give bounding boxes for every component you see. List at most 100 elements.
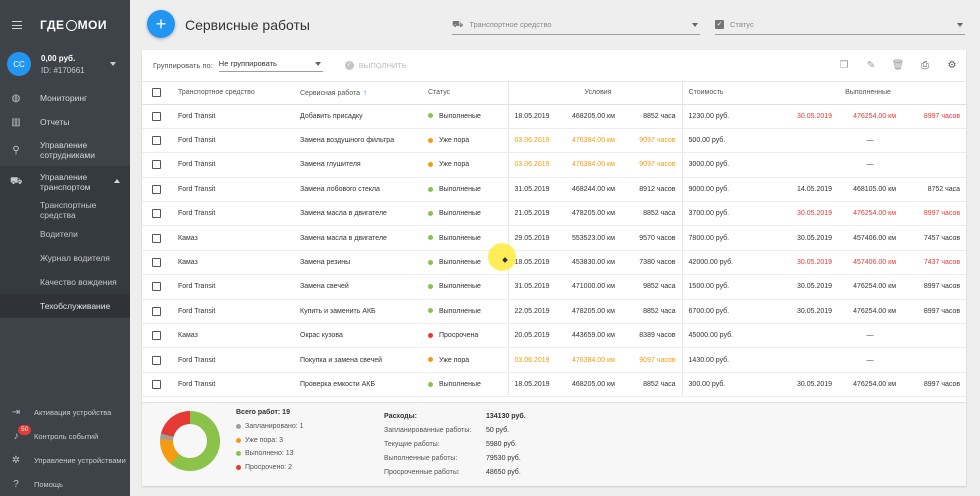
col-status[interactable]: Статус [422, 82, 508, 105]
cell-work: Покупка и замена свечей [294, 347, 422, 373]
execute-button[interactable]: ✓ ВЫПОЛНИТЬ [344, 61, 407, 70]
nav-item-activate-device[interactable]: ⇥ Активация устройства [0, 400, 130, 424]
subnav-item-driving-quality[interactable]: Качество вождения [0, 270, 130, 294]
notification-badge: 50 [18, 425, 32, 435]
sort-ascending-icon: ↑ [363, 88, 368, 98]
status-donut-chart [160, 411, 220, 471]
cell-cond-km: 468205.00 км [566, 104, 632, 129]
cell-cond-date: 03.06.2019 [507, 128, 566, 154]
cost-value: 79530 руб. [486, 454, 521, 462]
globe-icon [65, 19, 77, 31]
cell-done-date: 30.05.2019 [764, 274, 839, 300]
status-filter-select[interactable]: ✓ Статус [715, 15, 965, 35]
table-row[interactable]: Ford Transit Покупка и замена свечей Уже п… [142, 347, 966, 373]
table-row[interactable]: Ford Transit Замена масла в двигателе Выпо… [142, 201, 966, 227]
col-work[interactable]: Сервисная работа ↑ [294, 82, 422, 105]
table-row[interactable]: Ford Transit Замена воздушного фильтра Уже… [142, 128, 966, 154]
settings-icon[interactable]: ⚙ [947, 59, 957, 71]
subnav-item-driver-log[interactable]: Журнал водителя [0, 246, 130, 270]
chevron-up-icon [114, 179, 120, 183]
table-row[interactable]: Ford Transit Купить и заменить АКБ Выполне… [142, 299, 966, 325]
edit-icon[interactable]: ✎ [866, 59, 876, 71]
select-all-checkbox[interactable] [152, 88, 161, 98]
add-button[interactable]: + [147, 10, 175, 38]
execute-label: ВЫПОЛНИТЬ [358, 61, 407, 70]
row-checkbox[interactable] [152, 355, 161, 365]
cell-cond-km: 476384.00 км [566, 347, 632, 373]
table-row[interactable]: Камаз Замена резины Выполненые 18.05.2019 45… [142, 250, 966, 276]
nav-item-devices[interactable]: ✲ Управление устройствами [0, 448, 130, 472]
vehicle-filter-placeholder: Транспортное средство [469, 20, 552, 29]
row-checkbox[interactable] [152, 282, 161, 292]
table-row[interactable]: Камаз Замена масла в двигателе Выполненые 2… [142, 225, 966, 251]
row-checkbox[interactable] [152, 209, 161, 219]
row-select-cell [142, 299, 172, 325]
nav-item-transport[interactable]: ⛟ Управление транспортом [0, 166, 130, 198]
status-dot [428, 235, 433, 241]
account-switcher[interactable]: СС 0,00 руб. ID: #170661 [0, 50, 130, 78]
table-toolbar: Группировать по: Не группировать ✓ ВЫПОЛ… [142, 50, 966, 82]
cell-done-date [764, 152, 839, 178]
cell-vehicle: Ford Transit [172, 299, 294, 325]
row-checkbox[interactable] [152, 160, 161, 170]
status-dot [428, 186, 433, 192]
table-row[interactable]: Ford Transit Проверка емкости АКБ Выполнен… [142, 372, 966, 398]
legend-label: Уже пора: 3 [245, 436, 283, 444]
subnav-item-drivers[interactable]: Водители [0, 222, 130, 246]
gear-icon: ✲ [11, 454, 21, 466]
nav-item-staff[interactable]: ⚲ Управление сотрудниками [0, 134, 130, 166]
cell-vehicle: Ford Transit [172, 104, 294, 129]
vehicle-filter-select[interactable]: ⛟ Транспортное средство [452, 15, 700, 35]
table-row[interactable]: Камаз Окрас кузова Просрочена 20.05.2019 443… [142, 323, 966, 349]
row-checkbox[interactable] [152, 233, 161, 243]
row-select-cell [142, 347, 172, 373]
bell-icon: ♪ [13, 430, 19, 442]
nav-item-events[interactable]: ♪ 50 Контроль событий [0, 424, 130, 448]
delete-icon[interactable]: 🗑 [891, 59, 905, 71]
status-text: Выполненые [439, 234, 481, 242]
nav-item-reports[interactable]: ▥ Отчеты [0, 110, 130, 134]
row-checkbox[interactable] [152, 184, 161, 194]
status-text: Просрочена [439, 332, 479, 340]
cell-cond-hours: 8912 часов [632, 177, 683, 203]
table-row[interactable]: Ford Transit Замена глушителя Уже пора 03.0… [142, 152, 966, 178]
print-icon[interactable]: ⎙ [921, 59, 929, 71]
row-checkbox[interactable] [152, 136, 161, 146]
legend-item: Просрочено: 2 [236, 461, 304, 475]
cell-done-hours: 7437 часов [902, 250, 966, 276]
cost-summary: Расходы: 134130 руб. Запланированные работ… [384, 409, 526, 479]
chevron-down-icon[interactable] [110, 62, 116, 66]
row-checkbox[interactable] [152, 258, 161, 268]
cell-done-km: — [838, 323, 903, 349]
col-vehicle[interactable]: Транспортное средство [172, 82, 294, 105]
total-works: Всего работ: 19 [236, 409, 290, 416]
menu-icon[interactable] [12, 21, 22, 29]
cell-cond-date: 22.05.2019 [507, 299, 566, 325]
cell-cond-km: 468244.00 км [566, 177, 632, 203]
row-select-cell [142, 225, 172, 251]
subnav-item-vehicles[interactable]: Транспортные средства [0, 198, 130, 222]
table-row[interactable]: Ford Transit Добавить присадку Выполненые 1… [142, 104, 966, 129]
copy-icon[interactable]: ❐ [839, 59, 849, 71]
cost-label: Просроченные работы: [384, 468, 460, 476]
row-checkbox[interactable] [152, 331, 161, 341]
cell-status: Выполненые [422, 372, 508, 398]
table-row[interactable]: Ford Transit Замена лобового стекла Выполн… [142, 177, 966, 203]
group-by-select[interactable]: Не группировать [218, 59, 323, 72]
nav-item-monitoring[interactable]: ◍ Мониторинг [0, 86, 130, 110]
row-checkbox[interactable] [152, 111, 161, 121]
col-cost[interactable]: Стоимость [681, 82, 765, 105]
table-row[interactable]: Ford Transit Замена свечей Выполненые 31.05… [142, 274, 966, 300]
cell-cond-date: 29.05.2019 [507, 225, 566, 251]
legend-item: Уже пора: 3 [236, 434, 304, 448]
nav-item-help[interactable]: ? Помощь [0, 472, 130, 496]
row-checkbox[interactable] [152, 306, 161, 316]
row-checkbox[interactable] [152, 379, 161, 389]
sidebar: ГДЕ МОИ СС 0,00 руб. ID: #170661 ◍ Монит… [0, 0, 130, 496]
subnav-item-maintenance[interactable]: Техобслуживание [0, 294, 130, 318]
group-by-value: Не группировать [218, 59, 277, 68]
col-conditions: Условия [507, 82, 683, 105]
cell-done-hours: 7457 часов [902, 225, 966, 251]
cell-status: Уже пора [422, 152, 508, 178]
cost-row: Запланированные работы: 50 руб. [384, 423, 526, 437]
